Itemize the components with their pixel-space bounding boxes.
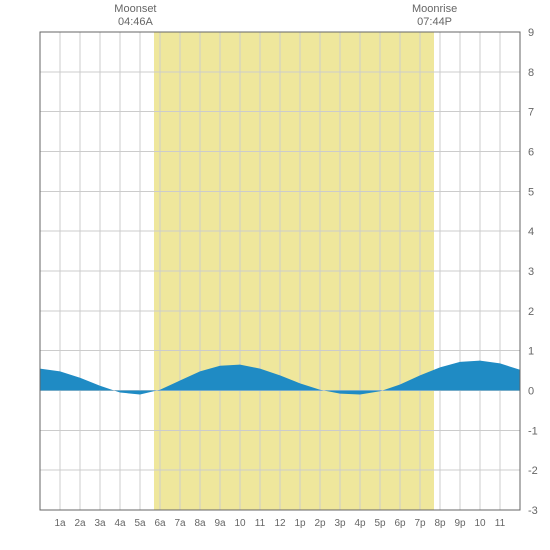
x-tick-label: 10	[234, 518, 246, 529]
x-tick-label: 7a	[174, 518, 186, 529]
x-tick-label: 1p	[294, 518, 306, 529]
x-tick-label: 3p	[334, 518, 346, 529]
x-tick-label: 2p	[314, 518, 326, 529]
y-tick-label: 6	[528, 147, 534, 159]
y-tick-label: 5	[528, 186, 534, 198]
y-tick-label: -3	[528, 505, 538, 517]
y-tick-label: 8	[528, 67, 534, 79]
y-tick-label: -2	[528, 465, 538, 477]
y-tick-label: -1	[528, 425, 538, 437]
x-tick-label: 5a	[134, 518, 146, 529]
x-tick-label: 12	[274, 518, 286, 529]
x-tick-label: 8a	[194, 518, 206, 529]
x-tick-label: 1a	[54, 518, 66, 529]
y-tick-label: 9	[528, 27, 534, 39]
x-tick-label: 9p	[454, 518, 466, 529]
x-tick-label: 4p	[354, 518, 366, 529]
y-tick-label: 3	[528, 266, 534, 278]
x-tick-label: 8p	[434, 518, 446, 529]
x-tick-label: 2a	[74, 518, 86, 529]
moon-event-label: Moonset	[114, 3, 156, 15]
x-tick-label: 4a	[114, 518, 126, 529]
y-tick-label: 2	[528, 306, 534, 318]
moon-event-time: 04:46A	[118, 16, 154, 28]
y-tick-label: 1	[528, 346, 534, 358]
x-tick-label: 6p	[394, 518, 406, 529]
tide-chart: -3-2-101234567891a2a3a4a5a6a7a8a9a101112…	[0, 0, 550, 550]
moon-event-time: 07:44P	[417, 16, 452, 28]
x-tick-label: 11	[495, 518, 506, 529]
x-tick-label: 5p	[374, 518, 386, 529]
x-tick-label: 7p	[414, 518, 426, 529]
y-tick-label: 7	[528, 107, 534, 119]
x-tick-label: 6a	[154, 518, 166, 529]
moon-event-label: Moonrise	[412, 3, 457, 15]
chart-svg: -3-2-101234567891a2a3a4a5a6a7a8a9a101112…	[0, 0, 550, 550]
x-tick-label: 11	[255, 518, 266, 529]
y-tick-label: 0	[528, 386, 534, 398]
x-tick-label: 3a	[94, 518, 106, 529]
x-tick-label: 10	[474, 518, 486, 529]
y-tick-label: 4	[528, 226, 534, 238]
x-tick-label: 9a	[214, 518, 226, 529]
